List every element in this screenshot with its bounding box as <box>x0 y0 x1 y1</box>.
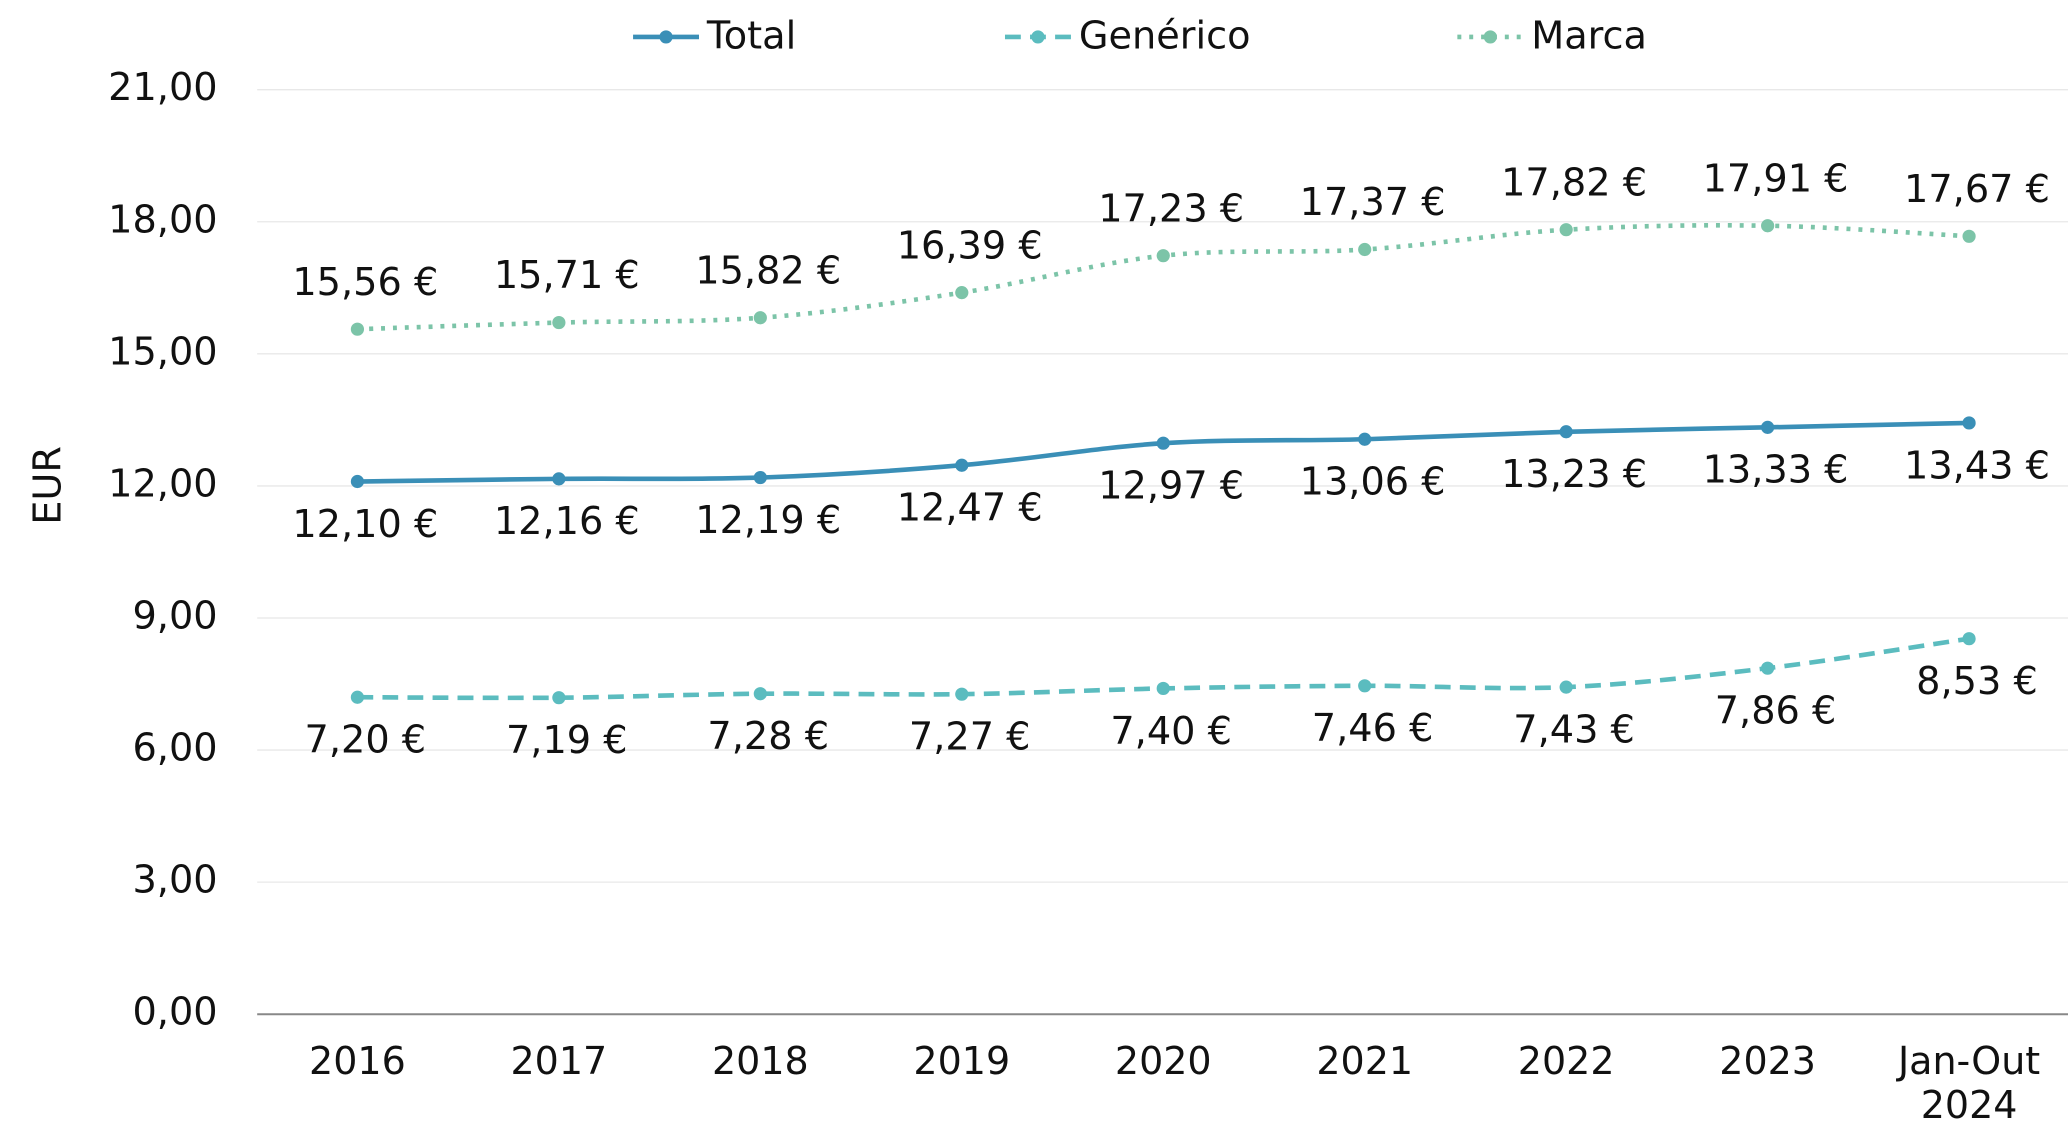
data-label: 17,67 € <box>1904 168 2050 212</box>
point-marker <box>753 687 767 701</box>
data-label: 13,23 € <box>1501 453 1647 497</box>
point-marker <box>552 691 566 705</box>
y-tick-label: 6,00 <box>132 727 217 771</box>
point-marker <box>955 687 969 701</box>
x-tick-label: 2020 <box>1114 1039 1212 1084</box>
point-marker <box>552 472 566 486</box>
point-marker <box>1156 681 1170 696</box>
x-tick-label: 2019 <box>913 1039 1011 1084</box>
point-marker <box>1358 679 1372 693</box>
x-tick-label: Jan-Out 2024 <box>1897 1039 2041 1128</box>
point-marker <box>1559 680 1573 694</box>
x-tick-label: 2021 <box>1316 1039 1414 1084</box>
data-label: 8,53 € <box>1916 660 2038 704</box>
point-marker <box>1559 223 1573 237</box>
data-label: 12,97 € <box>1098 465 1244 509</box>
point-marker <box>955 458 969 472</box>
data-label: 15,71 € <box>494 254 640 298</box>
data-label: 12,10 € <box>292 503 438 547</box>
x-tick-label: 2018 <box>711 1039 809 1084</box>
legend-marker <box>1031 30 1045 44</box>
point-marker <box>350 690 365 704</box>
point-marker <box>1962 416 1976 430</box>
x-tick-label: 2017 <box>510 1039 608 1084</box>
data-label: 12,19 € <box>695 499 841 543</box>
legend-label: Marca <box>1531 15 1647 59</box>
data-label: 7,86 € <box>1715 690 1837 734</box>
point-marker <box>1156 436 1170 450</box>
point-marker <box>1559 425 1573 439</box>
point-marker <box>955 286 969 300</box>
point-marker <box>552 315 566 330</box>
point-marker <box>1761 661 1775 675</box>
y-tick-label: 9,00 <box>132 594 217 638</box>
point-marker <box>1761 219 1775 233</box>
data-label: 15,82 € <box>695 249 841 293</box>
y-tick-label: 3,00 <box>132 859 217 903</box>
data-label: 15,56 € <box>292 261 438 305</box>
data-label: 12,47 € <box>897 487 1043 531</box>
legend-marker <box>1483 30 1497 44</box>
legend-label: Genérico <box>1079 15 1251 59</box>
point-marker <box>1962 632 1976 646</box>
data-label: 17,23 € <box>1098 187 1244 231</box>
y-tick-label: 21,00 <box>108 66 217 110</box>
point-marker <box>350 322 365 336</box>
data-label: 7,40 € <box>1110 710 1232 754</box>
legend-marker <box>659 30 673 44</box>
y-tick-label: 0,00 <box>132 991 217 1035</box>
data-label: 13,43 € <box>1904 444 2050 488</box>
y-tick-label: 18,00 <box>108 198 217 242</box>
data-label: 17,82 € <box>1501 161 1647 205</box>
data-label: 7,46 € <box>1312 707 1434 751</box>
point-marker <box>350 474 365 489</box>
data-label: 13,33 € <box>1703 449 1849 493</box>
data-label: 7,28 € <box>707 715 829 759</box>
point-marker <box>1156 249 1170 263</box>
point-marker <box>1962 229 1976 243</box>
data-label: 12,16 € <box>494 500 640 544</box>
point-marker <box>1761 420 1775 434</box>
y-tick-label: 15,00 <box>108 330 217 374</box>
data-label: 13,06 € <box>1300 461 1446 505</box>
data-label: 16,39 € <box>897 224 1043 268</box>
y-axis-title: EUR <box>27 446 71 525</box>
point-marker <box>753 470 767 485</box>
x-tick-label: 2023 <box>1719 1039 1816 1084</box>
data-label: 7,19 € <box>506 719 628 763</box>
y-tick-label: 12,00 <box>108 462 217 506</box>
data-label: 7,27 € <box>909 716 1031 760</box>
data-label: 17,91 € <box>1703 157 1849 201</box>
data-label: 7,43 € <box>1513 708 1635 752</box>
x-tick-label: 2022 <box>1517 1039 1615 1084</box>
data-label: 7,20 € <box>305 719 427 763</box>
point-marker <box>1358 432 1372 446</box>
point-marker <box>753 311 767 325</box>
legend-label: Total <box>706 15 796 59</box>
data-label: 17,37 € <box>1300 181 1446 225</box>
x-tick-label: 2016 <box>309 1039 406 1084</box>
point-marker <box>1358 242 1372 257</box>
